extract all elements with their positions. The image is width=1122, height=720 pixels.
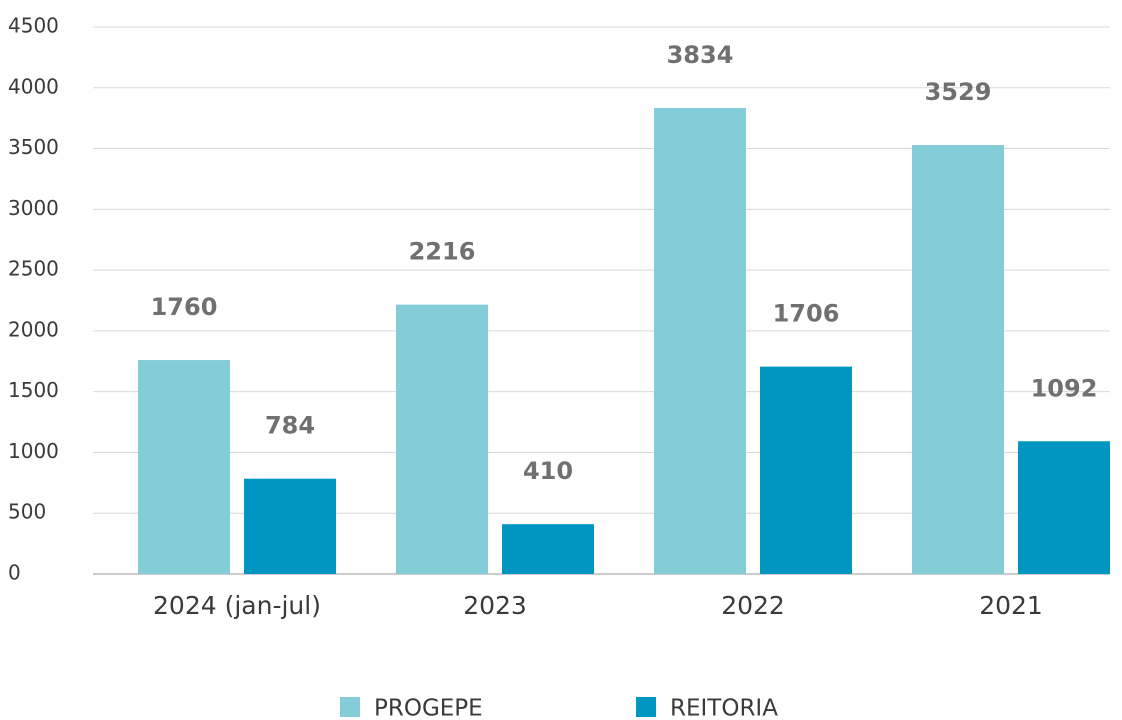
- y-tick-label: 3500: [8, 135, 59, 159]
- value-label: 2216: [409, 238, 476, 266]
- x-tick-label: 2023: [463, 591, 527, 620]
- y-tick-label: 500: [8, 500, 46, 524]
- value-label: 1706: [773, 300, 840, 328]
- x-tick-label: 2024 (jan-jul): [153, 591, 321, 620]
- bar: [654, 107, 746, 575]
- legend-swatch: [340, 697, 360, 717]
- bar: [396, 304, 488, 574]
- bar: [912, 145, 1004, 574]
- y-tick-label: 4500: [8, 14, 59, 38]
- y-tick-label: 3000: [8, 196, 59, 220]
- legend-label: PROGEPE: [374, 696, 483, 720]
- x-tick-label: 2021: [979, 591, 1043, 620]
- bar: [1018, 441, 1110, 574]
- value-label: 3529: [925, 78, 992, 106]
- x-tick-label: 2022: [721, 591, 785, 620]
- value-label: 410: [523, 457, 573, 485]
- bar: [502, 524, 594, 574]
- bar: [760, 366, 852, 574]
- bar: [138, 360, 230, 574]
- legend-swatch: [636, 697, 656, 717]
- y-tick-label: 1500: [8, 378, 59, 402]
- y-tick-label: 1000: [8, 439, 59, 463]
- y-tick-label: 2000: [8, 317, 59, 341]
- y-tick-label: 2500: [8, 257, 59, 281]
- value-label: 1092: [1031, 374, 1098, 402]
- bar: [244, 478, 336, 574]
- value-label: 3834: [667, 41, 734, 69]
- value-label: 1760: [151, 293, 218, 321]
- y-tick-label: 4000: [8, 74, 59, 98]
- y-tick-label: 0: [8, 561, 21, 585]
- value-label: 784: [265, 412, 315, 440]
- legend-label: REITORIA: [670, 696, 778, 720]
